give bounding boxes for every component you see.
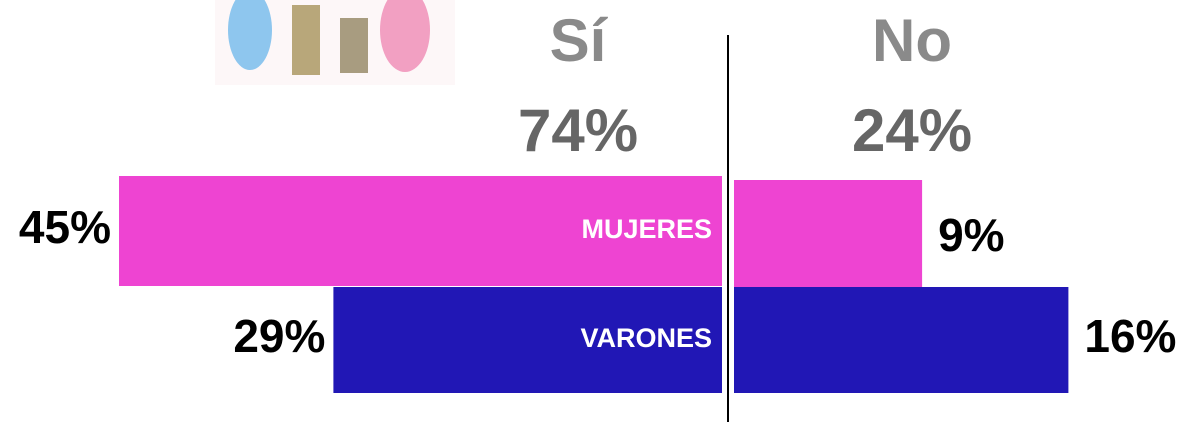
- bar: [734, 287, 1069, 393]
- value-label: 9%: [938, 209, 1004, 261]
- value-label: 45%: [19, 201, 111, 253]
- column-header: Sí: [550, 7, 609, 74]
- column-total: 24%: [852, 97, 972, 164]
- illustration: [215, 0, 455, 85]
- bar: [119, 176, 722, 286]
- coin-stack: [292, 5, 320, 75]
- value-label: 29%: [233, 310, 325, 362]
- pink-figure: [380, 0, 430, 72]
- blue-figure: [228, 0, 272, 70]
- bar: [734, 180, 923, 290]
- column-total: 74%: [518, 97, 638, 164]
- category-label: VARONES: [580, 323, 712, 353]
- bar: [333, 287, 722, 393]
- column-header: No: [872, 7, 952, 74]
- value-label: 16%: [1084, 310, 1176, 362]
- category-label: MUJERES: [581, 214, 712, 244]
- coin-stack: [340, 18, 368, 73]
